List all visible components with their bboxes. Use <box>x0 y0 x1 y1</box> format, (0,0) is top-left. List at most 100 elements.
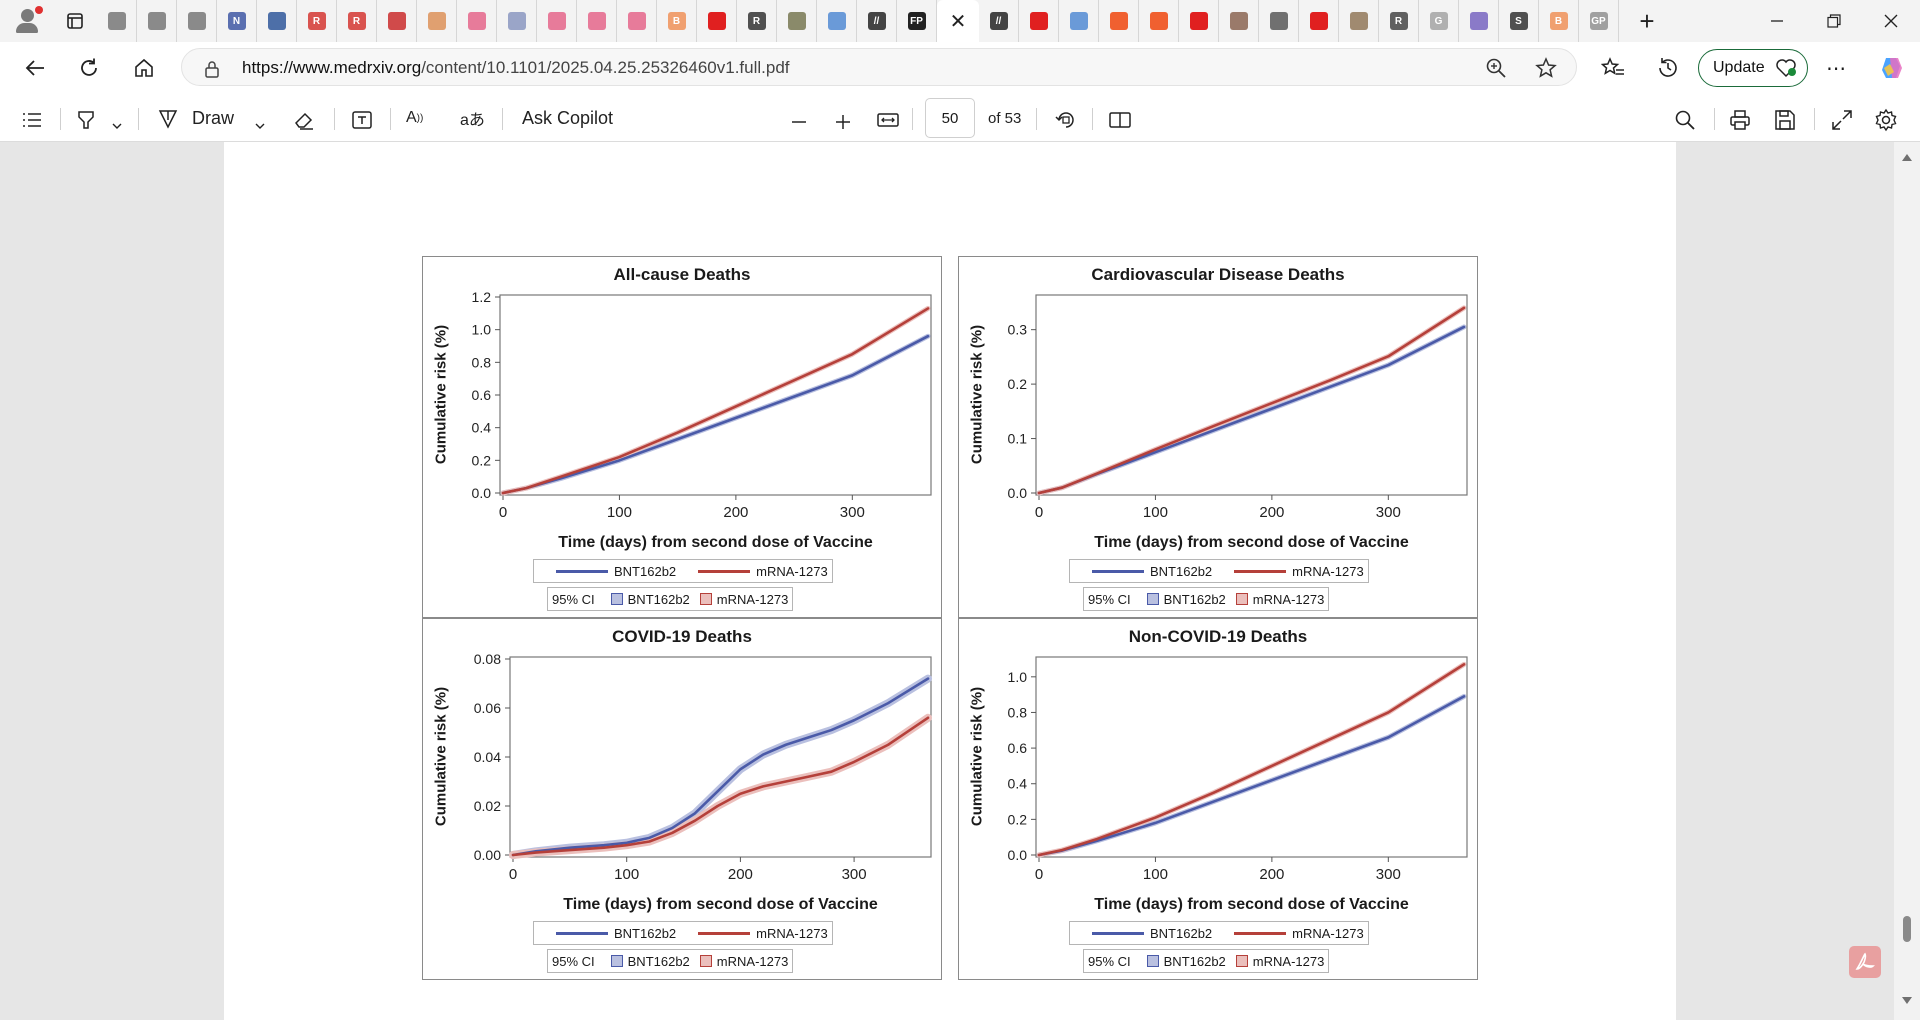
browser-tab[interactable]: // <box>979 0 1019 42</box>
browser-tab[interactable] <box>377 0 417 42</box>
active-tab-close-button[interactable]: ✕ <box>937 0 979 42</box>
browser-tab[interactable] <box>257 0 297 42</box>
y-tick-label: 0.4 <box>472 420 492 436</box>
browser-tab[interactable] <box>497 0 537 42</box>
browser-tab[interactable]: R <box>737 0 777 42</box>
y-tick-label: 0.0 <box>1008 485 1028 501</box>
print-icon[interactable] <box>1728 106 1752 134</box>
browser-tab[interactable]: R <box>337 0 377 42</box>
eraser-icon[interactable] <box>292 106 316 134</box>
zoom-out-icon[interactable] <box>789 108 809 136</box>
browser-tab[interactable] <box>537 0 577 42</box>
draw-button[interactable]: Draw <box>156 104 234 132</box>
browser-tab[interactable] <box>1459 0 1499 42</box>
restore-button[interactable] <box>1805 0 1862 42</box>
browser-tab[interactable] <box>97 0 137 42</box>
tab-actions-icon[interactable] <box>61 7 89 35</box>
pdf-viewer[interactable]: All-cause Deaths 0.0 0.2 0.4 0.6 0.8 1.0 1.2 0 10… <box>0 142 1920 1020</box>
ask-copilot-button[interactable]: Ask Copilot <box>522 104 613 132</box>
browser-tab[interactable] <box>617 0 657 42</box>
browser-tab[interactable]: R <box>1379 0 1419 42</box>
tab-list: N R R B R // FP ✕ // R G S B GP <box>97 0 1619 42</box>
rotate-icon[interactable] <box>1054 106 1078 134</box>
browser-tab[interactable]: B <box>1539 0 1579 42</box>
chart-panel: Cardiovascular Disease Deaths 0.0 0.1 0.2 0.… <box>958 256 1478 618</box>
save-icon[interactable] <box>1773 106 1797 134</box>
browser-tab[interactable] <box>777 0 817 42</box>
lock-icon[interactable] <box>204 60 220 78</box>
scrollbar-thumb[interactable] <box>1903 916 1911 942</box>
y-tick-label: 0.8 <box>472 354 492 370</box>
browser-tab[interactable] <box>1179 0 1219 42</box>
scroll-up-icon[interactable] <box>1901 152 1913 162</box>
browser-tab[interactable] <box>417 0 457 42</box>
chart-plot: 0.0 0.1 0.2 0.3 0 100 200 300 <box>1008 294 1468 517</box>
settings-gear-icon[interactable] <box>1874 106 1898 134</box>
minimize-button[interactable] <box>1748 0 1805 42</box>
browser-tab[interactable] <box>1139 0 1179 42</box>
url-text[interactable]: https://www.medrxiv.org/content/10.1101/… <box>242 58 790 77</box>
refresh-button[interactable] <box>71 50 107 86</box>
zoom-in-icon[interactable] <box>833 108 853 136</box>
browser-tab[interactable] <box>577 0 617 42</box>
browser-tab[interactable]: GP <box>1579 0 1619 42</box>
browser-tab[interactable] <box>1059 0 1099 42</box>
update-button[interactable]: Update <box>1698 49 1808 87</box>
text-box-icon[interactable] <box>350 106 374 134</box>
more-menu-icon[interactable]: ⋯ <box>1826 58 1847 80</box>
draw-label: Draw <box>192 107 235 128</box>
favorite-star-icon[interactable] <box>1535 57 1557 79</box>
copilot-icon[interactable] <box>1878 54 1906 82</box>
browser-tab[interactable]: R <box>297 0 337 42</box>
history-icon[interactable] <box>1656 56 1680 80</box>
chevron-down-icon[interactable] <box>111 112 123 140</box>
browser-tab[interactable]: G <box>1419 0 1459 42</box>
close-window-button[interactable] <box>1862 0 1919 42</box>
browser-tab[interactable] <box>457 0 497 42</box>
fullscreen-icon[interactable] <box>1830 106 1854 134</box>
contents-icon[interactable] <box>20 106 44 134</box>
ci-swatch <box>610 955 623 967</box>
chart-legend: BNT162b2 mRNA-1273 <box>533 559 833 583</box>
browser-tab[interactable]: FP <box>897 0 937 42</box>
page-number-input[interactable]: 50 <box>925 98 975 138</box>
x-tick-label: 100 <box>614 866 639 879</box>
scroll-down-icon[interactable] <box>1901 996 1913 1006</box>
translate-icon[interactable]: aあ <box>460 112 485 129</box>
new-tab-button[interactable]: + <box>1639 5 1655 36</box>
highlight-icon[interactable] <box>74 106 98 134</box>
browser-tab[interactable] <box>1259 0 1299 42</box>
series-line <box>1037 663 1466 857</box>
x-tick-label: 0 <box>1035 504 1043 517</box>
browser-tab[interactable] <box>817 0 857 42</box>
gp-logo-icon: GP <box>1589 12 1608 30</box>
browser-tab[interactable] <box>1299 0 1339 42</box>
browser-tab[interactable]: S <box>1499 0 1539 42</box>
chevron-down-icon[interactable] <box>254 112 266 140</box>
vertical-scrollbar[interactable] <box>1894 142 1920 1020</box>
browser-tab[interactable]: N <box>217 0 257 42</box>
browser-tab[interactable]: // <box>857 0 897 42</box>
address-bar[interactable]: https://www.medrxiv.org/content/10.1101/… <box>181 48 1577 86</box>
browser-tab[interactable] <box>697 0 737 42</box>
favorites-icon[interactable] <box>1601 57 1625 79</box>
browser-tab[interactable] <box>1219 0 1259 42</box>
browser-tab[interactable] <box>1019 0 1059 42</box>
x-tick-label: 0 <box>509 866 517 879</box>
back-button[interactable] <box>17 50 53 86</box>
search-icon[interactable] <box>1673 106 1697 134</box>
acrobat-pdf-icon[interactable] <box>1849 946 1881 978</box>
chart-title: Cardiovascular Disease Deaths <box>1091 265 1345 284</box>
browser-tab[interactable] <box>177 0 217 42</box>
browser-tab[interactable] <box>137 0 177 42</box>
browser-tab[interactable]: B <box>657 0 697 42</box>
read-aloud-icon[interactable]: A)) <box>406 109 424 126</box>
zoom-icon[interactable] <box>1485 57 1507 79</box>
home-button[interactable] <box>126 50 162 86</box>
browser-tab[interactable] <box>1099 0 1139 42</box>
profile-icon[interactable] <box>11 5 43 37</box>
fit-width-icon[interactable] <box>876 106 900 134</box>
page-view-icon[interactable] <box>1108 106 1132 134</box>
browser-tab[interactable] <box>1339 0 1379 42</box>
document-icon <box>267 12 286 30</box>
